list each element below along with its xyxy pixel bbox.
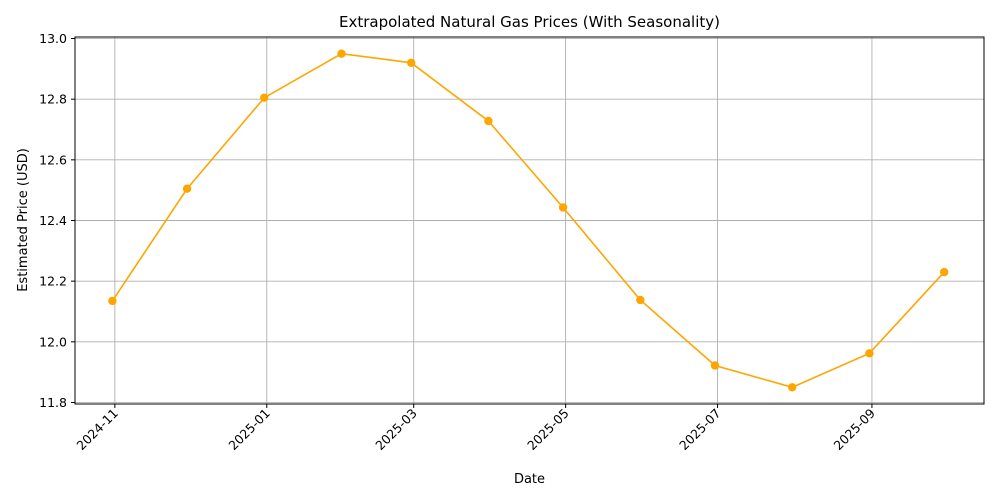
data-point [182,184,192,193]
data-point [558,203,568,212]
data-point [484,116,493,126]
x-tick-label: 2025-05 [524,406,572,454]
data-point [260,93,269,102]
series-line [111,52,945,389]
x-axis: 2024-11 2025-01 2025-03 2025-05 2025-07 2025-… [73,404,878,453]
y-tick-label: 12.8 [39,92,67,107]
data-point [108,296,117,306]
y-tick-label: 12.0 [39,334,67,349]
x-tick-label: 2024-11 [73,406,121,454]
x-tick-label: 2025-09 [831,405,879,453]
data-point [940,267,949,277]
x-tick-label: 2025-01 [225,406,273,454]
data-point [636,295,645,305]
y-tick-label: 12.4 [39,213,67,228]
data-point [710,361,720,370]
grid-lines [75,37,984,404]
data-point [337,49,346,58]
series-layer [108,49,949,392]
x-tick-label: 2025-07 [676,406,724,454]
data-point [865,349,874,358]
y-axis: 11.8 12.0 12.2 12.4 12.6 12.8 13.0 [39,31,75,410]
x-axis-label: Date [514,472,545,487]
data-point [407,58,416,67]
x-tick-label: 2025-03 [372,406,420,454]
chart-title: Extrapolated Natural Gas Prices (With Se… [339,13,720,31]
y-tick-label: 12.6 [39,152,67,167]
y-tick-label: 13.0 [39,31,67,46]
data-point [788,383,797,392]
y-axis-label: Estimated Price (USD) [16,148,31,292]
y-tick-label: 11.8 [39,395,67,410]
y-tick-label: 12.2 [39,274,67,289]
